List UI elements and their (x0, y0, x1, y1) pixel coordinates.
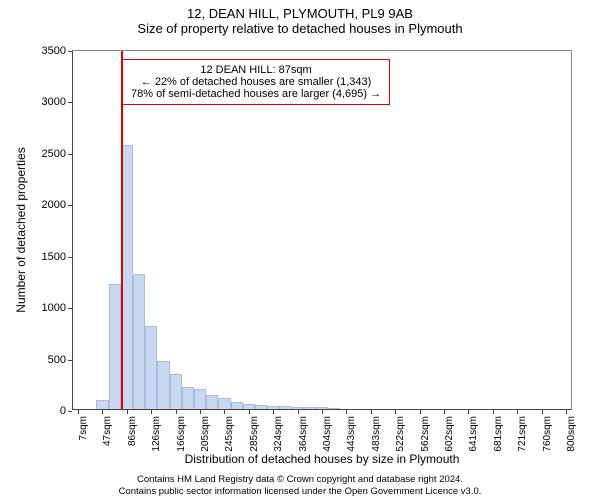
x-tick-label: 681sqm (493, 416, 504, 452)
x-tick-mark (249, 410, 250, 414)
x-tick-label: 522sqm (395, 416, 406, 452)
x-tick-label: 47sqm (102, 416, 113, 446)
annotation-line2: ← 22% of detached houses are smaller (1,… (131, 76, 381, 88)
x-tick-label: 245sqm (224, 416, 235, 452)
x-tick-mark (371, 410, 372, 414)
x-tick-label: 721sqm (517, 416, 528, 452)
x-tick-mark (102, 410, 103, 414)
x-tick-mark (322, 410, 323, 414)
footer-credits: Contains HM Land Registry data © Crown c… (0, 474, 600, 498)
x-tick-mark (200, 410, 201, 414)
x-tick-label: 483sqm (371, 416, 382, 452)
bar (109, 284, 121, 410)
y-tick-mark (68, 257, 72, 258)
bar (133, 274, 145, 410)
bar (170, 374, 182, 410)
title-subtitle: Size of property relative to detached ho… (0, 21, 600, 36)
x-tick-label: 404sqm (322, 416, 333, 452)
x-tick-mark (493, 410, 494, 414)
x-tick-mark (444, 410, 445, 414)
plot-area: 12 DEAN HILL: 87sqm ← 22% of detached ho… (72, 50, 572, 410)
annotation-box: 12 DEAN HILL: 87sqm ← 22% of detached ho… (122, 59, 390, 105)
x-axis-label: Distribution of detached houses by size … (72, 452, 572, 466)
x-tick-label: 205sqm (200, 416, 211, 452)
x-tick-label: 324sqm (273, 416, 284, 452)
x-tick-label: 166sqm (176, 416, 187, 452)
bar (206, 395, 218, 410)
y-tick-mark (68, 308, 72, 309)
bar (194, 389, 206, 410)
y-tick-mark (68, 102, 72, 103)
x-tick-mark (298, 410, 299, 414)
y-tick-mark (68, 360, 72, 361)
x-tick-mark (176, 410, 177, 414)
x-tick-mark (151, 410, 152, 414)
x-tick-mark (224, 410, 225, 414)
x-tick-label: 760sqm (542, 416, 553, 452)
x-tick-label: 86sqm (127, 416, 138, 446)
x-tick-label: 562sqm (420, 416, 431, 452)
y-axis (72, 51, 73, 410)
y-axis-label: Number of detached properties (14, 147, 28, 312)
bar (157, 361, 169, 410)
x-tick-mark (566, 410, 567, 414)
x-tick-mark (127, 410, 128, 414)
x-tick-label: 126sqm (151, 416, 162, 452)
bar (145, 326, 157, 410)
x-tick-mark (542, 410, 543, 414)
title-block: 12, DEAN HILL, PLYMOUTH, PL9 9AB Size of… (0, 0, 600, 36)
plot-frame: 12 DEAN HILL: 87sqm ← 22% of detached ho… (72, 50, 572, 410)
x-tick-mark (468, 410, 469, 414)
footer-line1: Contains HM Land Registry data © Crown c… (0, 474, 600, 486)
x-tick-label: 7sqm (78, 416, 89, 440)
y-tick-mark (68, 51, 72, 52)
x-tick-mark (420, 410, 421, 414)
annotation-line3: 78% of semi-detached houses are larger (… (131, 88, 381, 100)
x-tick-mark (395, 410, 396, 414)
bar (182, 387, 194, 410)
annotation-line1: 12 DEAN HILL: 87sqm (200, 64, 311, 76)
x-tick-label: 800sqm (566, 416, 577, 452)
x-tick-label: 443sqm (346, 416, 357, 452)
x-tick-label: 641sqm (468, 416, 479, 452)
footer-line2: Contains public sector information licen… (0, 486, 600, 498)
title-address: 12, DEAN HILL, PLYMOUTH, PL9 9AB (0, 6, 600, 21)
y-tick-mark (68, 411, 72, 412)
x-tick-label: 285sqm (249, 416, 260, 452)
y-tick-mark (68, 154, 72, 155)
y-tick-mark (68, 205, 72, 206)
x-tick-mark (517, 410, 518, 414)
x-tick-label: 602sqm (444, 416, 455, 452)
chart-container: 12, DEAN HILL, PLYMOUTH, PL9 9AB Size of… (0, 0, 600, 500)
x-tick-mark (78, 410, 79, 414)
x-tick-mark (346, 410, 347, 414)
x-tick-mark (273, 410, 274, 414)
x-tick-label: 364sqm (298, 416, 309, 452)
